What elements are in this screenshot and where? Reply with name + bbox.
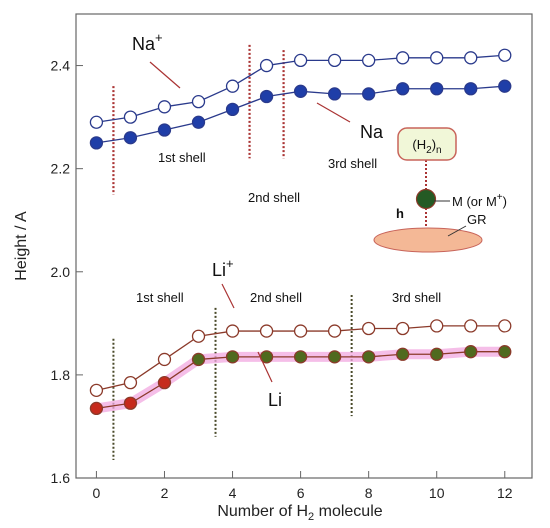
point-na-plus xyxy=(259,58,274,73)
structure-inset: (H2)n h M (or M+) GR xyxy=(373,127,507,253)
point-li xyxy=(430,347,444,361)
point-li xyxy=(89,401,104,416)
point-li xyxy=(396,347,410,361)
leader-na-plus xyxy=(149,61,181,89)
point-na-plus xyxy=(327,53,342,68)
point-li-plus xyxy=(89,383,104,398)
h2n-label: (H2)n xyxy=(412,137,441,156)
point-na-plus xyxy=(464,51,478,65)
x-tick-label: 0 xyxy=(93,485,101,501)
point-li xyxy=(157,375,172,390)
point-na xyxy=(259,89,274,104)
plot-frame xyxy=(75,13,533,479)
point-li-plus xyxy=(259,324,274,338)
metal-atom xyxy=(415,188,437,210)
point-li-plus xyxy=(464,319,478,333)
leader-li xyxy=(257,351,273,383)
y-tick-label: 1.6 xyxy=(51,470,71,486)
point-li xyxy=(293,350,308,364)
shell-label-na-1st: 1st shell xyxy=(158,150,206,165)
point-na xyxy=(293,84,308,98)
graphene-surface xyxy=(373,227,483,253)
point-li-plus xyxy=(123,375,138,390)
point-li-plus xyxy=(396,321,410,336)
point-na-plus xyxy=(498,48,512,62)
shell-label-li-3rd: 3rd shell xyxy=(392,290,441,305)
series-label-na-plus: Na+ xyxy=(132,30,163,54)
point-na xyxy=(89,136,104,150)
x-tick-label: 12 xyxy=(497,485,513,501)
point-na xyxy=(123,131,138,145)
point-na-plus xyxy=(225,79,240,93)
point-na xyxy=(362,87,376,101)
point-li-plus xyxy=(327,324,342,338)
y-tick-label: 2.0 xyxy=(51,264,71,280)
point-li-plus xyxy=(191,329,206,343)
leader-li-plus xyxy=(221,283,235,309)
point-na xyxy=(430,82,444,96)
shell-label-li-2nd: 2nd shell xyxy=(250,290,302,305)
surface-label: GR xyxy=(467,212,487,227)
point-na xyxy=(191,115,206,129)
point-li xyxy=(464,345,478,359)
point-li xyxy=(498,345,512,359)
y-axis-title: Height / A xyxy=(13,211,30,281)
point-na-plus xyxy=(396,51,410,65)
point-li xyxy=(327,350,342,364)
x-tick-label: 10 xyxy=(429,485,445,501)
x-tick-label: 2 xyxy=(161,485,169,501)
point-na xyxy=(464,82,478,96)
leader-na xyxy=(316,102,351,123)
metal-label: M (or M+) xyxy=(452,192,507,209)
shell-label-na-2nd: 2nd shell xyxy=(248,190,300,205)
shell-label-li-1st: 1st shell xyxy=(136,290,184,305)
point-na-plus xyxy=(123,110,138,124)
point-na xyxy=(157,123,172,137)
surface-leader xyxy=(447,225,467,237)
point-na-plus xyxy=(89,115,104,129)
point-na-plus xyxy=(157,100,172,114)
point-li xyxy=(225,350,240,364)
x-tick-label: 6 xyxy=(297,485,305,501)
x-axis-title: Number of H2 molecule xyxy=(217,503,382,523)
point-na-plus xyxy=(191,94,206,109)
point-li-plus xyxy=(498,319,512,333)
point-na-plus xyxy=(430,51,444,65)
y-tick-label: 2.2 xyxy=(51,161,71,177)
point-li-plus xyxy=(430,319,444,333)
y-tick-label: 1.8 xyxy=(51,367,71,383)
series-label-li-plus: Li+ xyxy=(212,256,234,280)
x-tick-label: 8 xyxy=(365,485,373,501)
series-label-na: Na xyxy=(360,122,384,142)
point-na-plus xyxy=(293,53,308,68)
series-label-li: Li xyxy=(268,390,282,410)
point-na xyxy=(327,87,342,101)
x-tick-label: 4 xyxy=(229,485,237,501)
point-na xyxy=(498,79,512,93)
y-tick-label: 2.4 xyxy=(51,58,71,74)
point-li xyxy=(191,352,206,367)
point-li xyxy=(362,350,376,364)
point-na xyxy=(225,102,240,117)
point-li-plus xyxy=(362,321,376,336)
shell-label-na-3rd: 3rd shell xyxy=(328,156,377,171)
axis-ticks: 0 2 4 6 8 10 12 1.6 1.8 2.0 2.2 2.4 xyxy=(51,58,513,501)
point-li xyxy=(123,396,138,410)
point-li-plus xyxy=(157,352,172,367)
series-layer xyxy=(89,48,512,416)
height-label: h xyxy=(396,206,404,221)
point-li-plus xyxy=(225,324,240,338)
point-na xyxy=(396,82,410,96)
point-li-plus xyxy=(293,324,308,338)
point-na-plus xyxy=(362,53,376,68)
h2n-box xyxy=(397,127,457,161)
